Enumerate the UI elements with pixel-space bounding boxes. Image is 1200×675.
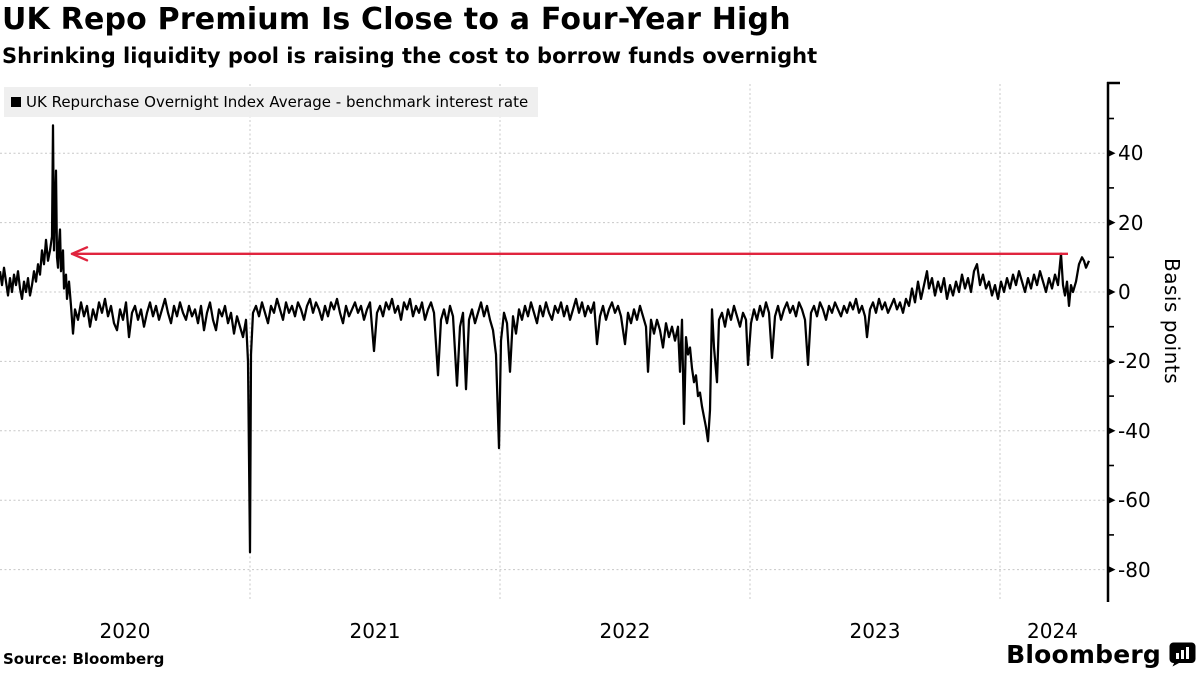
bloomberg-chart-page: UK Repo Premium Is Close to a Four-Year …	[0, 2, 1196, 669]
repo-premium-line-chart	[0, 81, 1120, 602]
